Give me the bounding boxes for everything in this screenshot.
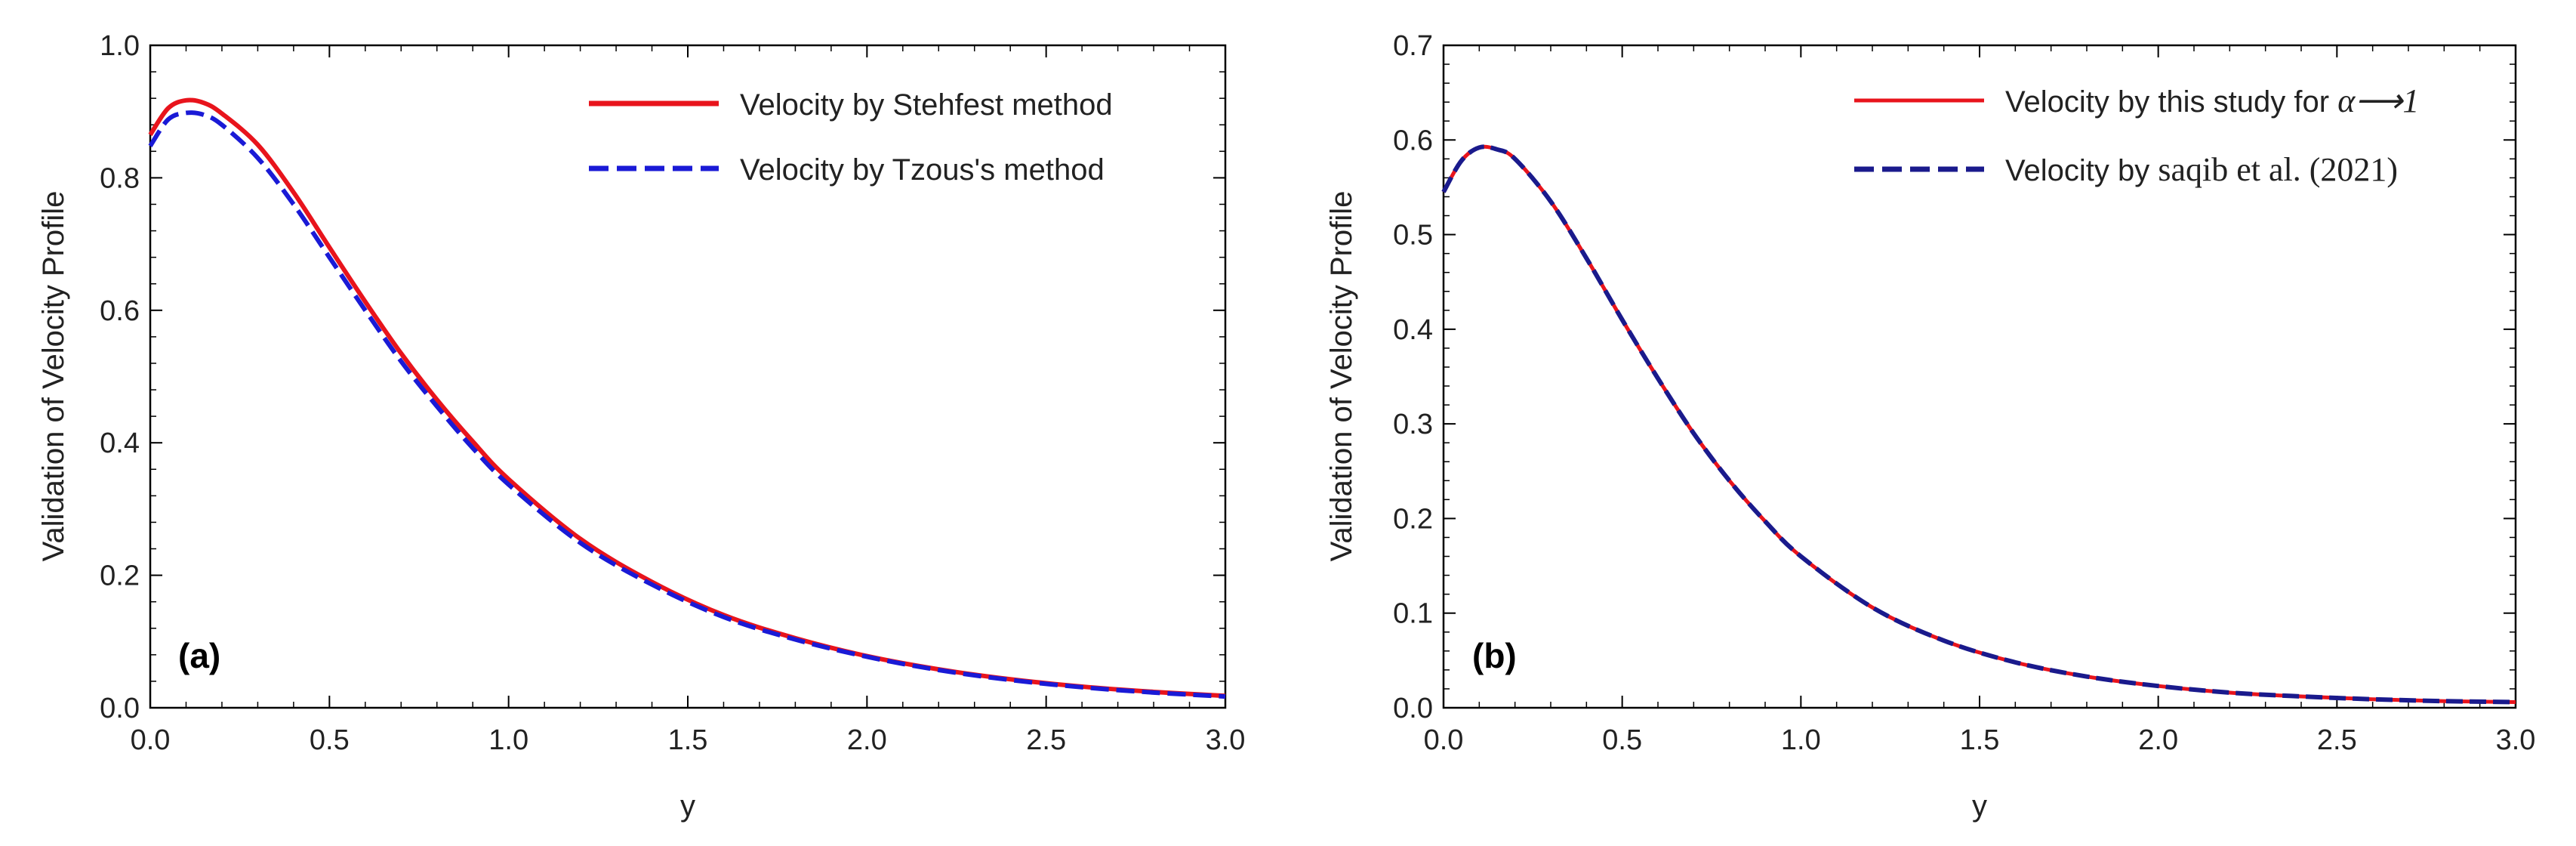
panel-label-a: (a): [178, 636, 220, 675]
chart-panel-a: 0.0 0.5 1.0 1.5 2.0 2.5 3.0 0.0 0.2 0.4 0.6 0.8 1.0…: [37, 30, 1245, 823]
panel-label-b: (b): [1472, 636, 1517, 675]
y-axis-title-a: Validation of Velocity Profile: [37, 191, 70, 562]
x-tick-labels-b: 0.0 0.5 1.0 1.5 2.0 2.5 3.0: [1424, 724, 2536, 756]
plot-frame-b: [1442, 44, 2517, 709]
y-tick-label: 0.5: [1393, 220, 1433, 252]
legend-b: Velocity by this study for α⟶1 Velocity …: [1854, 82, 2419, 188]
y-tick-labels-b: 0.0 0.1 0.2 0.3 0.4 0.5 0.6 0.7: [1393, 30, 1433, 724]
y-tick-label: 0.3: [1393, 409, 1433, 440]
x-tick-label: 0.5: [310, 724, 350, 756]
x-tick-label: 0.5: [1602, 724, 1642, 756]
legend-label-stehfest: Velocity by Stehfest method: [740, 88, 1113, 122]
y-tick-labels-a: 0.0 0.2 0.4 0.6 0.8 1.0: [100, 30, 140, 724]
series-lines-b: [1441, 144, 2516, 705]
y-tick-label: 0.2: [1393, 503, 1433, 535]
tick-marks-a: [149, 45, 1226, 709]
x-tick-label: 1.0: [1781, 724, 1821, 756]
legend-a: Velocity by Stehfest method Velocity by …: [589, 88, 1113, 187]
y-tick-label: 0.6: [100, 295, 140, 327]
x-tick-label: 2.5: [2317, 724, 2357, 756]
tick-marks-b: [1443, 45, 2516, 709]
x-tick-label: 1.5: [668, 724, 708, 756]
x-tick-labels-a: 0.0 0.5 1.0 1.5 2.0 2.5 3.0: [131, 724, 1246, 756]
legend-label-this-study: Velocity by this study for α⟶1: [2005, 82, 2419, 119]
x-tick-label: 0.0: [1424, 724, 1464, 756]
x-axis-title-a: y: [680, 789, 695, 823]
x-axis-title-b: y: [1972, 789, 1987, 823]
y-tick-label: 0.6: [1393, 125, 1433, 156]
series-line-solid: [148, 97, 1226, 699]
legend-label-tzou: Velocity by Tzous's method: [740, 153, 1105, 187]
x-tick-label: 1.0: [488, 724, 528, 756]
y-tick-label: 0.0: [1393, 693, 1433, 724]
saqib-citation: saqib et al. (2021): [2158, 151, 2398, 188]
y-tick-label: 0.4: [1393, 314, 1433, 346]
x-tick-label: 0.0: [131, 724, 171, 756]
y-tick-label: 0.1: [1393, 598, 1433, 630]
x-tick-label: 2.0: [847, 724, 887, 756]
x-tick-label: 3.0: [2496, 724, 2536, 756]
legend-label-saqib: Velocity by saqib et al. (2021): [2005, 151, 2398, 188]
y-tick-label: 0.2: [100, 560, 140, 592]
x-tick-label: 1.5: [1960, 724, 2000, 756]
y-axis-title-b: Validation of Velocity Profile: [1325, 191, 1358, 562]
y-tick-label: 0.7: [1393, 30, 1433, 62]
alpha-symbol: α⟶1: [2337, 82, 2419, 119]
series-line-dashed: [148, 110, 1226, 699]
y-tick-label: 0.4: [100, 428, 140, 459]
y-tick-label: 0.8: [100, 162, 140, 194]
x-tick-label: 2.5: [1026, 724, 1066, 756]
y-tick-label: 0.0: [100, 693, 140, 724]
series-line-dashed: [1441, 144, 2516, 705]
chart-panel-b: 0.0 0.5 1.0 1.5 2.0 2.5 3.0 0.0 0.1 0.2 0.3 0.4 0.5…: [1325, 30, 2535, 823]
plot-frame-a: [149, 44, 1227, 709]
y-tick-label: 1.0: [100, 30, 140, 62]
series-lines-a: [148, 97, 1226, 699]
x-tick-label: 3.0: [1206, 724, 1246, 756]
x-tick-label: 2.0: [2138, 724, 2178, 756]
series-line-solid: [1441, 144, 2516, 704]
